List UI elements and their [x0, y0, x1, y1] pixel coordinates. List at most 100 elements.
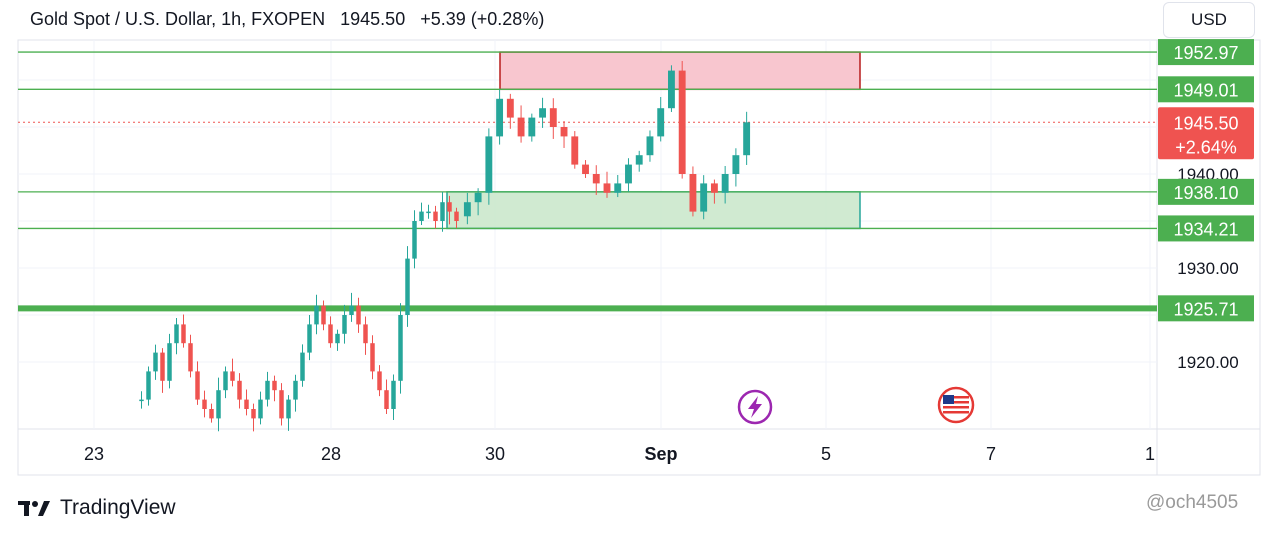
candle [356, 305, 361, 325]
candle [582, 164, 589, 174]
candle [195, 371, 200, 400]
level-label-box [1158, 178, 1254, 205]
time-tick-label: 1 [1145, 444, 1155, 464]
candle [506, 98, 514, 118]
candle [321, 305, 326, 325]
level-label-box [1158, 295, 1254, 322]
level-label: 1952.97 [1173, 43, 1238, 63]
candle [265, 380, 270, 400]
candle [230, 371, 235, 381]
candle [689, 174, 697, 212]
candle [293, 380, 298, 400]
level-label: 1934.21 [1173, 219, 1238, 239]
candle [146, 371, 151, 400]
level-label-box [1158, 215, 1254, 242]
current-price-box [1158, 107, 1254, 160]
time-tick-label: 7 [986, 444, 996, 464]
candle [328, 324, 333, 344]
candle [560, 127, 568, 137]
currency-button[interactable]: USD [1163, 2, 1255, 38]
candle [646, 136, 654, 156]
candle [592, 174, 600, 184]
tradingview-logo[interactable]: TradingView [18, 494, 176, 522]
candle [153, 352, 158, 372]
level-label-box [1158, 76, 1254, 103]
candle [174, 324, 179, 344]
candle [549, 108, 557, 127]
current-price-label: 1945.50 [1173, 113, 1238, 133]
candle [209, 409, 214, 419]
candle [635, 155, 643, 165]
candle [139, 399, 144, 402]
candle [496, 98, 504, 137]
candle [188, 343, 193, 372]
candle [433, 211, 438, 221]
us-flag-icon [937, 386, 975, 424]
candle [447, 202, 452, 212]
time-tick-label: Sep [644, 444, 677, 464]
time-tick-label: 23 [84, 444, 104, 464]
candle [160, 352, 165, 381]
price-change: +5.39 (+0.28%) [420, 9, 545, 29]
candle [463, 202, 471, 217]
candle [419, 211, 424, 221]
candle [539, 108, 546, 118]
candle [384, 390, 389, 409]
candle [614, 183, 622, 193]
candle [721, 174, 729, 193]
candle [412, 221, 417, 259]
candle [700, 183, 708, 212]
candle [342, 315, 347, 334]
candle [603, 183, 611, 193]
candle [398, 315, 403, 381]
support-zone [446, 191, 861, 230]
candle [528, 117, 536, 137]
candle [349, 305, 354, 315]
candle [485, 136, 493, 193]
price-chart[interactable]: 1952.971949.011940.001930.001920.001952.… [0, 0, 1280, 480]
candle [223, 371, 228, 391]
candle [517, 117, 525, 137]
candle [251, 409, 256, 419]
candle [657, 108, 665, 137]
candle [314, 305, 319, 325]
candle [307, 324, 312, 353]
candle [216, 390, 221, 419]
candle [181, 324, 186, 344]
time-tick-label: 28 [321, 444, 341, 464]
level-label: 1938.10 [1173, 183, 1238, 203]
candle [668, 70, 675, 109]
candle [377, 371, 382, 391]
time-tick-label: 5 [821, 444, 831, 464]
lightning-icon [737, 389, 773, 425]
brand-name: TradingView [60, 496, 176, 519]
level-label-box [1158, 39, 1254, 66]
candle [286, 399, 291, 419]
level-label: 1925.71 [1173, 299, 1238, 319]
candle [732, 155, 740, 174]
candle [625, 164, 632, 184]
last-price: 1945.50 [340, 9, 406, 29]
current-price-change: +2.64% [1175, 137, 1237, 157]
candle [258, 399, 263, 419]
chart-header: Gold Spot / U.S. Dollar, 1h, FXOPEN 1945… [30, 7, 554, 31]
candle [440, 202, 445, 221]
candle [300, 352, 305, 381]
candle [405, 258, 410, 315]
candle [244, 399, 249, 409]
candle [272, 380, 277, 391]
user-watermark: @och4505 [1146, 492, 1239, 513]
chart-frame [17, 39, 1261, 476]
candle [391, 380, 396, 409]
candle [335, 333, 340, 344]
time-tick-label: 30 [485, 444, 505, 464]
candle [454, 211, 459, 221]
candle [678, 70, 686, 174]
candle [237, 380, 242, 400]
candle [202, 399, 207, 409]
candle [474, 192, 482, 203]
tradingview-logo-icon [18, 501, 50, 516]
price-tick-label: 1930.00 [1177, 259, 1238, 278]
candle [363, 324, 368, 344]
candle [710, 183, 718, 193]
